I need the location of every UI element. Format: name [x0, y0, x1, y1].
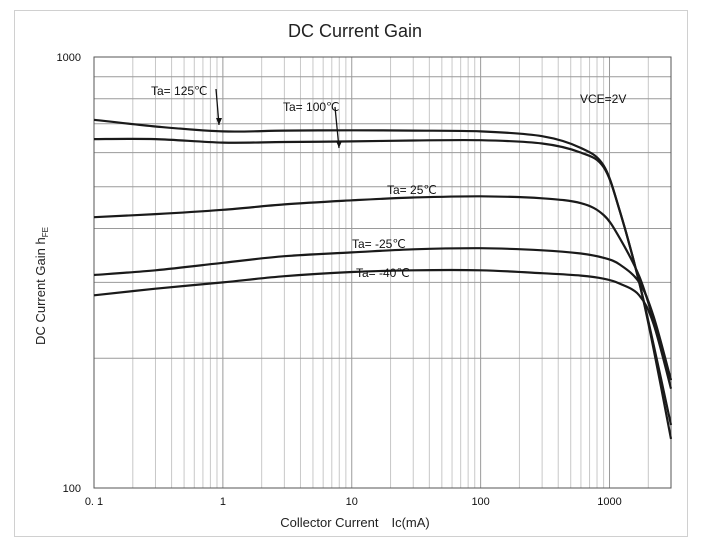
y-axis-label-group: DC Current Gain hFE [33, 227, 50, 345]
y-axis-label: DC Current Gain hFE [33, 227, 50, 345]
series-label-1: Ta= 100℃ [283, 100, 340, 114]
series-label-0: Ta= 125℃ [151, 84, 208, 98]
grid [94, 57, 671, 488]
vce-annotation: VCE=2V [580, 92, 626, 106]
dc-current-gain-chart: DC Current Gain 0. 1 1 10 100 1000 100 1000 Ta… [33, 21, 673, 530]
series-label-2: Ta= 25℃ [387, 183, 437, 197]
x-tick-label: 1 [220, 496, 226, 508]
x-tick-label: 1000 [597, 496, 621, 508]
chart-title: DC Current Gain [288, 21, 422, 41]
x-tick-label: 0. 1 [85, 496, 103, 508]
series-labels: Ta= 125℃ Ta= 100℃ Ta= 25℃ Ta= -25℃ Ta= -40℃ [151, 84, 437, 280]
y-axis-label-subscript: FE [41, 227, 50, 237]
series-line-4 [93, 268, 673, 389]
x-axis-label: Collector Current Ic(mA) [280, 515, 430, 530]
y-axis-label-main: DC Current Gain h [33, 237, 48, 345]
x-tick-label: 100 [471, 496, 489, 508]
series-label-4: Ta= -40℃ [356, 266, 410, 280]
arrow-100-head [336, 141, 342, 148]
series-line-3 [93, 247, 673, 381]
series-label-3: Ta= -25℃ [352, 237, 406, 251]
plot-area-border [93, 56, 672, 489]
chart-frame: DC Current Gain 0. 1 1 10 100 1000 100 1000 Ta… [14, 10, 688, 537]
series-group [93, 118, 673, 440]
series-line-2 [93, 195, 673, 381]
y-tick-label: 1000 [57, 52, 81, 64]
arrow-125-head [216, 118, 222, 125]
x-tick-label: 10 [346, 496, 358, 508]
y-tick-label: 100 [63, 483, 81, 495]
tick-labels: 0. 1 1 10 100 1000 100 1000 [57, 52, 622, 508]
